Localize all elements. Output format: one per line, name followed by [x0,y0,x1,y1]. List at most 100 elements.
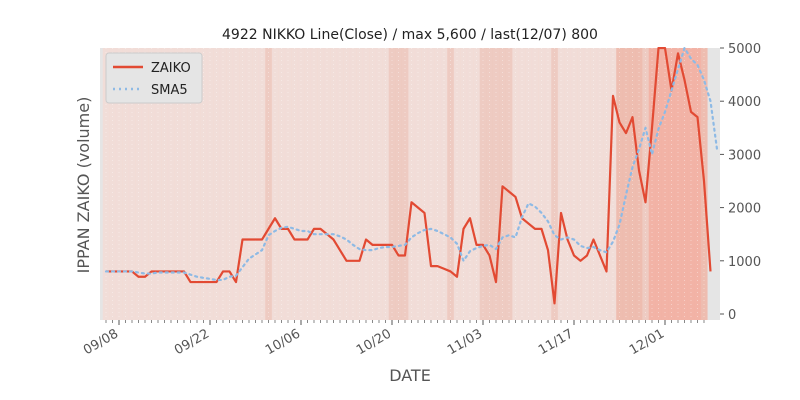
day-band [109,48,117,320]
day-band [531,48,539,320]
y-tick-label: 1000 [728,255,761,270]
sma5-line [104,46,719,282]
day-band [460,48,468,320]
day-band [440,48,448,320]
day-band [349,48,357,320]
day-band [148,48,156,320]
day-band [265,48,273,320]
y-tick-label: 4000 [728,95,761,110]
day-band [674,48,682,320]
day-band [180,48,188,320]
y-tick-label: 3000 [728,148,761,163]
day-band [629,48,637,320]
legend-zaiko-label: ZAIKO [151,61,191,76]
y-tick-label: 0 [728,308,736,323]
legend-box [105,52,203,104]
day-band [245,48,253,320]
legend: ZAIKO SMA5 [105,52,203,104]
plot-area [100,0,720,320]
day-band [310,48,318,320]
day-band [466,48,474,320]
day-band [323,48,331,320]
day-band [557,48,565,320]
day-band [609,48,617,320]
x-tick-label: 10/06 [263,326,303,358]
y-tick-label: 5000 [728,42,761,57]
day-band [369,48,377,320]
day-band [447,48,455,320]
day-band [577,48,585,320]
day-band [635,48,643,320]
x-tick-label: 11/17 [536,326,576,358]
day-band [622,48,630,320]
day-band [525,48,533,320]
y-tick-label: 2000 [728,202,761,217]
day-band [362,48,370,320]
day-band [414,48,422,320]
day-band [544,48,552,320]
day-band [648,48,656,320]
day-band [570,48,578,320]
day-band [200,48,208,320]
day-band [167,48,175,320]
day-band [219,48,227,320]
day-band [453,48,461,320]
day-band [330,48,338,320]
day-band [187,48,195,320]
day-band [538,48,546,320]
x-tick-label: 09/08 [81,326,121,358]
day-band [343,48,351,320]
day-band [518,48,526,320]
day-band [473,48,481,320]
day-band [479,48,487,320]
day-band [161,48,169,320]
day-band [122,48,130,320]
day-band [655,48,663,320]
day-band [596,48,604,320]
day-band [401,48,409,320]
day-band [616,48,624,320]
day-band [486,48,494,320]
x-tick-label: 10/20 [354,326,394,358]
day-band [258,48,266,320]
day-band [421,48,429,320]
day-band [681,48,689,320]
y-axis-label: IPPAN ZAIKO (volume) [74,97,93,274]
x-tick-label: 12/01 [627,326,667,358]
day-band [206,48,214,320]
day-band [154,48,162,320]
day-band [336,48,344,320]
day-band [382,48,390,320]
day-band [375,48,383,320]
x-tick-label: 11/03 [445,326,485,358]
day-band [271,48,279,320]
day-band [115,48,123,320]
x-tick-label: 09/22 [172,326,212,358]
day-band [174,48,182,320]
day-band [505,48,513,320]
day-band [278,48,286,320]
day-band [564,48,572,320]
day-band [395,48,403,320]
day-band [408,48,416,320]
top-mask [100,0,720,47]
zaiko-line [106,46,712,305]
x-axis-label: DATE [389,366,431,385]
day-band [687,48,695,320]
day-band [642,48,650,320]
day-band [297,48,305,320]
day-band [603,48,611,320]
day-band [694,48,702,320]
day-band [252,48,260,320]
day-band [128,48,136,320]
chart-title: 4922 NIKKO Line(Close) / max 5,600 / las… [222,27,598,43]
day-band [512,48,520,320]
x-axis: 09/08 09/22 10/06 10/20 11/03 11/17 12/01 [81,320,705,358]
legend-sma5-label: SMA5 [151,83,188,98]
day-band [213,48,221,320]
day-band [291,48,299,320]
day-band [141,48,149,320]
day-band [427,48,435,320]
y-axis: 0 1000 2000 3000 4000 5000 [720,42,761,323]
